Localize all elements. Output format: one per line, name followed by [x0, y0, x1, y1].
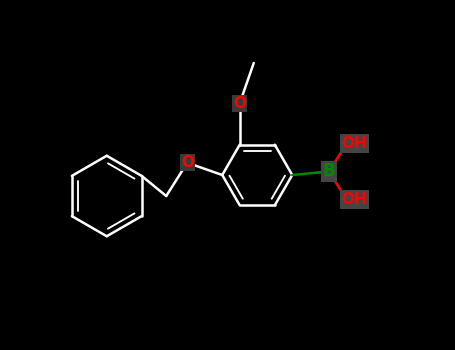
Text: OH: OH	[341, 192, 367, 207]
Text: B: B	[323, 162, 335, 181]
Text: O: O	[181, 155, 194, 170]
Text: O: O	[233, 96, 246, 111]
Text: OH: OH	[341, 136, 367, 151]
